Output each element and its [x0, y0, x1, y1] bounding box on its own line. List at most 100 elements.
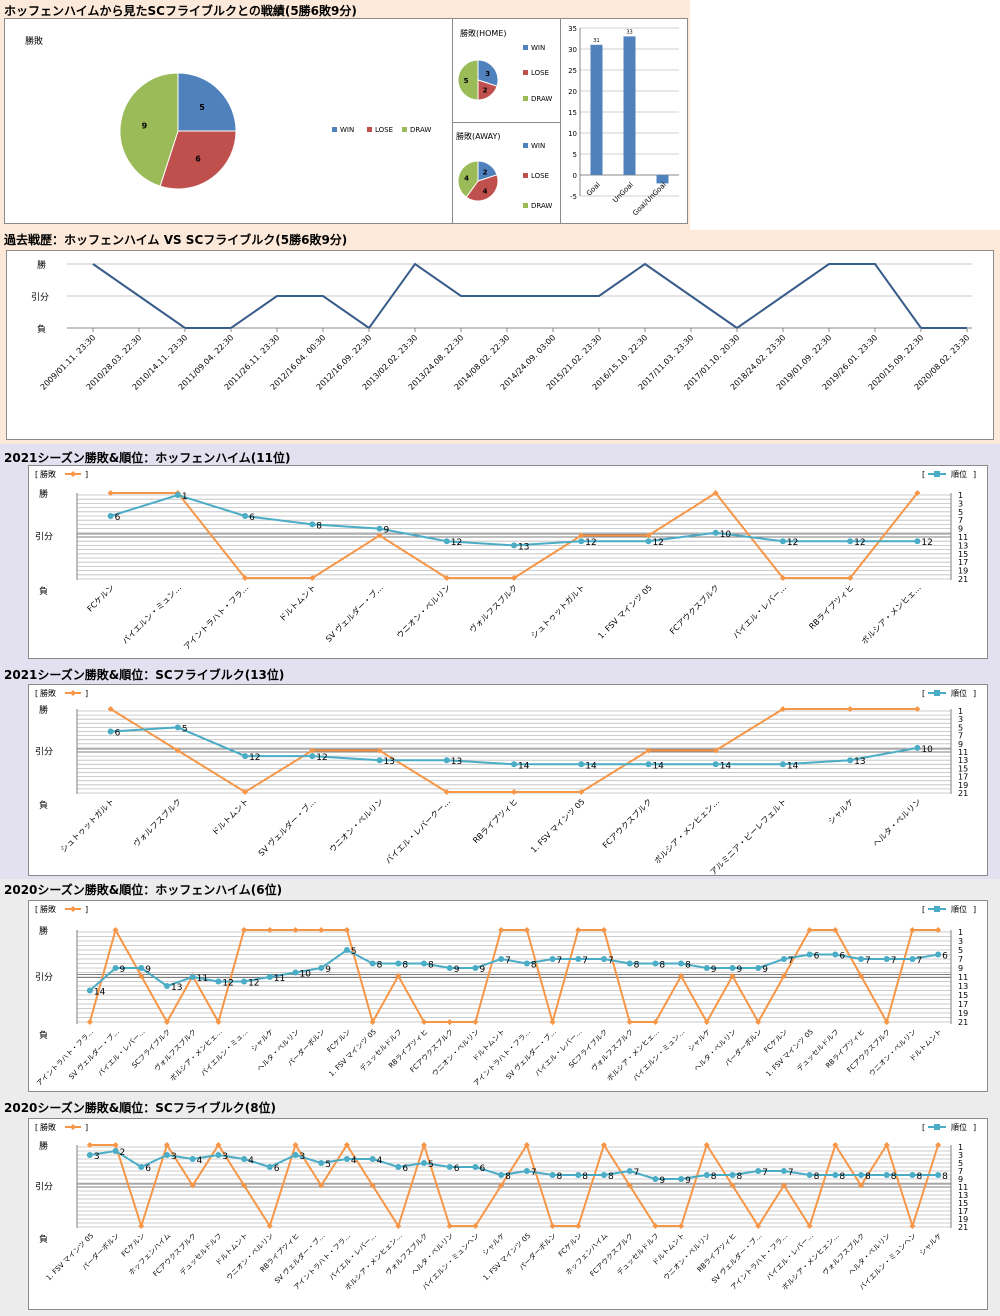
- s20-fre-legend-wl-close: ]: [85, 1123, 88, 1132]
- pie-total-slice-lose: [159, 130, 237, 190]
- pie-total-label-win: 5: [199, 103, 205, 112]
- goals-bar-2: [656, 175, 669, 184]
- pie-away-legend-swatch-lose: [523, 173, 528, 178]
- s21-hof-legend-rank-close: ]: [973, 470, 976, 479]
- s20-fre-category-label: デュッセルドルフ: [178, 1231, 224, 1277]
- s20-fre-result-point: [163, 1142, 170, 1148]
- s20-hof-result-point: [858, 973, 865, 979]
- goals-bar-label: 31: [593, 38, 599, 44]
- s20-fre-result-point: [86, 1142, 93, 1148]
- s20-fre-rank-label: 3: [171, 1152, 177, 1162]
- s20-hof-category-label: FCアウクスブルク: [845, 1027, 892, 1074]
- s21-hof-rank-label: 12: [585, 538, 596, 548]
- s20-fre-rank-tick: 19: [958, 1215, 968, 1224]
- s20-hof-legend-wl-label: 勝敗: [40, 904, 56, 914]
- s20-fre-rank-label: 5: [428, 1160, 434, 1170]
- goals-panel: -5 0 5 10 15 20 25 30 35 31 Goal 33 UnGoal Goal/UnGoa…: [560, 18, 688, 224]
- s21-hof-result-point: [443, 575, 450, 581]
- s21-fre-rank-tick: 19: [958, 781, 968, 790]
- s20-fre-panel: 勝引分負 1 3 5 7 9 11 13 15 17 19 21[勝敗][順位] 3 2 6 3 4 3 4 6 3 5 4…: [28, 1118, 988, 1310]
- s21-hof-legend-wl-open: [: [35, 470, 38, 479]
- s21-fre-category-label: ドルトムント: [210, 797, 250, 837]
- s20-fre-ylabel-win: 勝: [39, 1140, 48, 1152]
- s20-fre-rank-label: 3: [94, 1152, 100, 1162]
- s20-hof-result-point: [935, 927, 942, 933]
- s21-fre-rank-point: [847, 757, 854, 764]
- pie-away-label-draw: 4: [464, 174, 469, 182]
- s21-hof-result-point: [847, 575, 854, 581]
- s21-fre-rank-point: [107, 728, 114, 735]
- s20-hof-rank-label: 6: [839, 952, 845, 962]
- s20-fre-rank-tick: 21: [958, 1223, 968, 1232]
- s20-hof-rank-label: 8: [634, 961, 640, 971]
- pie-away-slice-draw: [457, 160, 479, 198]
- s21-fre-legend-rank-open: [: [922, 689, 925, 698]
- s20-fre-result-point: [832, 1142, 839, 1148]
- goals-xtick: Goal/UnGoal: [631, 181, 668, 218]
- s21-hof-result-point: [107, 490, 114, 496]
- pie-home-slice-win: [477, 59, 499, 87]
- s21-hof-category-label: バイエルン・ミュン…: [120, 583, 183, 646]
- s20-fre-rank-point: [421, 1160, 428, 1166]
- s20-hof-rank-label: 9: [737, 965, 743, 975]
- s20-fre-rank-label: 8: [608, 1172, 614, 1182]
- s20-hof-rank-label: 11: [197, 974, 208, 984]
- pie-home-title: 勝敗(HOME): [460, 28, 507, 38]
- s20-hof-rank-point: [626, 960, 633, 967]
- s20-fre-rank-label: 8: [942, 1172, 948, 1182]
- s20-fre-category-label: ウニオン・ベルリン: [662, 1232, 712, 1282]
- s20-hof-rank-label: 13: [171, 983, 182, 993]
- s21-hof-rank-label: 12: [652, 538, 663, 548]
- s20-hof-rank-point: [318, 965, 325, 971]
- s21-fre-rank-point: [779, 761, 786, 768]
- s20-fre-rank-point: [446, 1164, 453, 1170]
- s21-fre-rank-point: [712, 761, 719, 768]
- s21-hof-rank-tick: 19: [958, 567, 968, 576]
- pie-home-chart: 勝敗(HOME) 3 2 5 WIN LOSE DRAW: [457, 28, 552, 103]
- s20-hof-category-label: ウニオン・ベルリン: [868, 1028, 918, 1078]
- pie-total-label-lose: 6: [195, 155, 201, 164]
- season-2021-hoffenheim-section: 2021シーズン勝敗&順位：ホッフェンハイム(11位) 勝引分負 1 3 5 7 9 11 1…: [0, 444, 1000, 663]
- s21-fre-rank-label: 14: [787, 761, 799, 771]
- s20-fre-rank-label: 3: [300, 1152, 306, 1162]
- s21-fre-result-point: [242, 789, 249, 795]
- pie-home-legend-lose: LOSE: [531, 69, 549, 77]
- s20-fre-result-point: [626, 1182, 633, 1189]
- s20-hof-rank-label: 7: [505, 956, 511, 966]
- s21-fre-result-point: [309, 747, 316, 754]
- s21-hof-rank-tick: 21: [958, 575, 968, 584]
- s21-fre-ylabel-win: 勝: [39, 704, 48, 716]
- s20-fre-rank-point: [883, 1172, 890, 1178]
- s21-hof-rank-point: [174, 492, 181, 498]
- pie-total-legend-swatch-win: [332, 127, 337, 132]
- s21-fre-rank-label: 13: [451, 757, 462, 767]
- pie-home-label-lose: 2: [483, 87, 488, 95]
- s20-hof-rank-point: [832, 951, 839, 958]
- s21-fre-category-label: バイエル・レバークー…: [384, 797, 453, 866]
- s20-hof-rank-label: 6: [942, 952, 948, 962]
- s21-hof-rank-tick: 17: [958, 558, 968, 567]
- s20-hof-rank-tick: 17: [958, 1000, 968, 1009]
- s21-hof-result-line: [110, 491, 919, 579]
- s21-fre-category-label: RBライプツィヒ: [471, 797, 519, 845]
- s20-fre-rank-point: [909, 1172, 916, 1178]
- s21-fre-rank-tick: 7: [958, 732, 963, 741]
- s20-hof-result-point: [498, 927, 505, 933]
- s20-hof-rank-label: 12: [222, 979, 233, 989]
- goals-bar-0: [590, 44, 603, 175]
- s21-hof-rank-tick: 1: [958, 491, 963, 500]
- s20-fre-rank-point: [369, 1156, 376, 1162]
- s21-fre-rank-point: [174, 724, 181, 731]
- s20-fre-legend-rank-open: [: [922, 1123, 925, 1132]
- s21-fre-rank-point: [242, 753, 249, 760]
- s20-hof-result-point: [523, 927, 530, 933]
- s20-hof-category-label: ヴォルフスブルク: [152, 1027, 198, 1073]
- s21-fre-rank-point: [309, 753, 316, 760]
- s20-hof-result-point: [241, 927, 248, 933]
- s20-hof-rank-point: [780, 956, 787, 962]
- s21-hof-legend-wl-close: ]: [85, 470, 88, 479]
- s20-hof-rank-point: [600, 956, 607, 962]
- season-2020-hoffenheim-section: 2020シーズン勝敗&順位：ホッフェンハイム(6位) 勝引分負 1 3 5 7 9 11 13…: [0, 879, 1000, 1096]
